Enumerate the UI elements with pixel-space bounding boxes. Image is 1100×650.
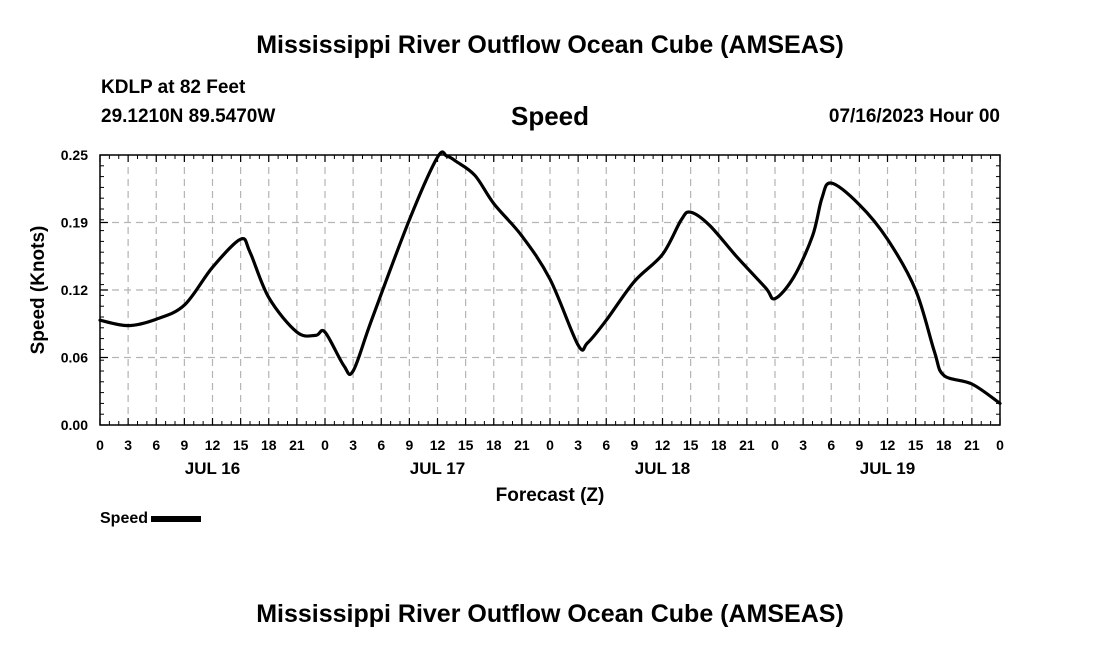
x-tick-label: 0 xyxy=(996,437,1004,453)
x-tick-label: 0 xyxy=(546,437,554,453)
x-tick-labels: 0 3 6 9 12 15 18 21 0 3 6 9 12 15 18 21 0 3 6 9 12 15 18 21 0 3 6 9… xyxy=(96,437,1004,453)
x-tick-label: 21 xyxy=(739,437,755,453)
x-tick-label: 0 xyxy=(321,437,329,453)
x-tick-label: 18 xyxy=(486,437,502,453)
x-tick-label: 0 xyxy=(771,437,779,453)
x-tick-label: 9 xyxy=(855,437,863,453)
legend: Speed xyxy=(100,510,202,528)
x-axis-title: Forecast (Z) xyxy=(496,485,605,506)
x-tick-label: 18 xyxy=(711,437,727,453)
day-label: JUL 16 xyxy=(185,459,240,478)
x-tick-label: 3 xyxy=(124,437,132,453)
x-tick-label: 21 xyxy=(964,437,980,453)
y-tick-label: 0.00 xyxy=(61,417,88,433)
x-tick-label: 12 xyxy=(880,437,896,453)
day-labels: JUL 16 JUL 17 JUL 18 JUL 19 xyxy=(185,459,915,478)
x-tick-label: 15 xyxy=(233,437,249,453)
x-tick-label: 15 xyxy=(683,437,699,453)
y-tick-label: 0.06 xyxy=(61,350,88,366)
x-tick-label: 3 xyxy=(574,437,582,453)
y-tick-labels: 0.00 0.06 0.12 0.19 0.25 xyxy=(61,147,88,433)
variable-title: Speed xyxy=(510,101,590,131)
y-tick-label: 0.12 xyxy=(61,282,88,298)
footer-title: Mississippi River Outflow Ocean Cube (AM… xyxy=(256,600,844,628)
chart-title: Mississippi River Outflow Ocean Cube (AM… xyxy=(256,31,844,59)
x-tick-label: 6 xyxy=(152,437,160,453)
y-tick-label: 0.19 xyxy=(61,215,88,231)
x-tick-label: 12 xyxy=(430,437,446,453)
x-tick-label: 6 xyxy=(602,437,610,453)
x-tick-label: 21 xyxy=(289,437,305,453)
station-label: KDLP at 82 Feet xyxy=(101,77,246,98)
x-tick-label: 3 xyxy=(799,437,807,453)
speed-chart: 0.00 0.06 0.12 0.19 0.25 0 3 6 9 12 15 18 21 0 3 6 9 12 1… xyxy=(28,147,1004,506)
legend-label: Speed xyxy=(100,510,149,527)
y-axis-title: Speed (Knots) xyxy=(28,226,49,355)
x-tick-label: 12 xyxy=(655,437,671,453)
x-tick-label: 6 xyxy=(827,437,835,453)
station-coords: 29.1210N 89.5470W xyxy=(101,106,276,127)
x-tick-label: 9 xyxy=(405,437,413,453)
x-tick-label: 18 xyxy=(261,437,277,453)
plot-frame xyxy=(99,154,1001,426)
y-tick-label: 0.25 xyxy=(61,147,88,163)
x-tick-label: 0 xyxy=(96,437,104,453)
x-tick-label: 12 xyxy=(205,437,221,453)
day-label: JUL 18 xyxy=(635,459,690,478)
day-label: JUL 17 xyxy=(410,459,465,478)
x-tick-label: 3 xyxy=(349,437,357,453)
x-tick-label: 9 xyxy=(180,437,188,453)
x-tick-label: 18 xyxy=(936,437,952,453)
x-tick-label: 21 xyxy=(514,437,530,453)
legend-line-swatch xyxy=(151,516,202,522)
x-tick-label: 15 xyxy=(908,437,924,453)
day-label: JUL 19 xyxy=(860,459,915,478)
grid-lines xyxy=(100,155,1000,425)
speed-series-line xyxy=(98,150,1002,405)
forecast-datetime: 07/16/2023 Hour 00 xyxy=(828,106,1000,127)
x-tick-label: 15 xyxy=(458,437,474,453)
x-tick-label: 9 xyxy=(630,437,638,453)
x-tick-label: 6 xyxy=(377,437,385,453)
